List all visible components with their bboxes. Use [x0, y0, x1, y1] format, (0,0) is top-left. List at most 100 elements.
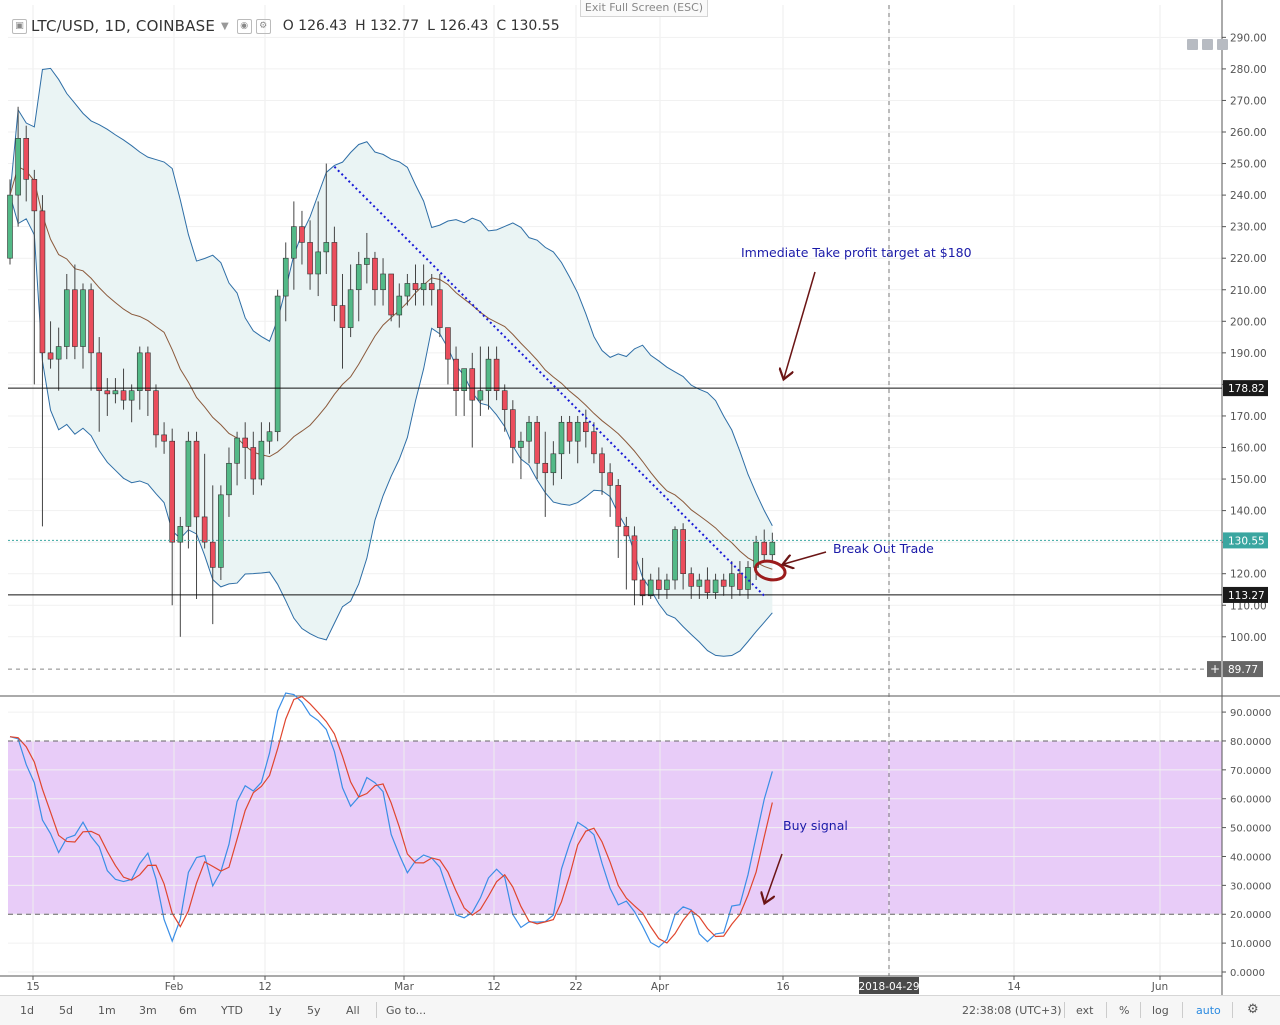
candle-body	[104, 390, 111, 395]
time-tick-label: Feb	[165, 981, 184, 993]
scale-button-icon[interactable]	[1217, 39, 1228, 50]
clock-readout[interactable]: 22:38:08 (UTC+3)	[962, 1004, 1062, 1017]
range-5y-button[interactable]: 5y	[307, 1004, 321, 1017]
candle-body	[15, 138, 21, 196]
add-level-button	[1207, 661, 1221, 678]
candle-body	[355, 264, 362, 291]
price-tick-label: 210.00	[1230, 285, 1267, 297]
chart-canvas[interactable]: Immediate Take profit target at $180 Brea…	[0, 0, 1280, 995]
scale-buttons	[1187, 35, 1232, 54]
candle-body	[39, 210, 46, 354]
candle-body	[347, 289, 354, 328]
range-3m-button[interactable]: 3m	[139, 1004, 157, 1017]
range-all-button[interactable]: All	[346, 1004, 360, 1017]
high-value: H 132.77	[355, 18, 420, 34]
stochastic-k-line	[9, 692, 773, 948]
close-value: C 130.55	[496, 18, 560, 34]
candle-body	[234, 437, 240, 464]
candle-body	[80, 289, 86, 347]
candle-body	[672, 529, 678, 581]
last-price-tag-label: 130.55	[1228, 535, 1265, 547]
range-ytd-button[interactable]: YTD	[221, 1004, 243, 1017]
candle-body	[291, 226, 297, 259]
breakout-circle	[753, 559, 787, 582]
price-tick-label: 140.00	[1230, 506, 1267, 518]
eye-icon[interactable]: ◉	[236, 18, 252, 34]
range-1y-button[interactable]: 1y	[268, 1004, 282, 1017]
oscillator-tick-label: 90.0000	[1230, 708, 1271, 719]
range-1m-button[interactable]: 1m	[98, 1004, 116, 1017]
candle-body	[501, 390, 508, 410]
candle-body	[128, 390, 135, 401]
ext-toggle[interactable]: ext	[1076, 1004, 1094, 1017]
candle-body	[639, 579, 646, 597]
candle-body	[372, 257, 378, 291]
candle-body	[145, 352, 151, 392]
plus-icon: +	[1210, 662, 1220, 676]
time-axis-labels: 15 Feb 12 Mar 12 22 Apr 16 2018-04-29 14 Jun	[26, 976, 1168, 994]
downtrend-line	[333, 165, 765, 597]
candle-body	[209, 541, 216, 568]
scale-button-icon[interactable]	[1202, 39, 1213, 50]
gear-icon[interactable]: ⚙	[255, 18, 271, 34]
oscillator-tick-label: 60.0000	[1230, 795, 1271, 806]
price-tick-label: 190.00	[1230, 348, 1267, 360]
candle-body	[218, 494, 224, 568]
candle-body	[250, 447, 257, 480]
price-tick-label: 290.00	[1230, 32, 1267, 44]
open-value: O 126.43	[282, 18, 348, 34]
candle-body	[258, 440, 265, 480]
candle-body	[88, 289, 94, 354]
candle-body	[583, 421, 589, 433]
percent-toggle[interactable]: %	[1119, 1004, 1130, 1017]
candle-body	[120, 390, 127, 401]
breakout-arrow	[784, 551, 827, 564]
price-tick-label: 260.00	[1230, 127, 1267, 139]
candle-body	[623, 526, 630, 537]
candle-body	[299, 226, 305, 243]
price-tick-label: 110.00	[1230, 600, 1267, 612]
price-tick-label: 280.00	[1230, 64, 1267, 76]
time-tick-label: 12	[258, 981, 271, 993]
support-tag-label: 113.27	[1228, 590, 1265, 602]
bottom-toolbar: 1d 5d 1m 3m 6m YTD 1y 5y All Go to... 22…	[0, 995, 1280, 1025]
gear-icon[interactable]: ⚙	[1247, 1002, 1259, 1017]
goto-button[interactable]: Go to...	[386, 1004, 427, 1017]
price-axis-labels: 290.00 280.00 270.00 260.00 250.00 240.00 230.…	[1222, 32, 1271, 979]
candle-body	[266, 431, 273, 442]
price-tick-label: 240.00	[1230, 190, 1267, 202]
candle-body	[615, 485, 622, 527]
auto-toggle[interactable]: auto	[1196, 1004, 1221, 1017]
range-5d-button[interactable]: 5d	[59, 1004, 73, 1017]
candle-body	[161, 434, 167, 442]
candle-body	[518, 440, 524, 448]
time-tick-label: Mar	[394, 981, 414, 993]
range-6m-button[interactable]: 6m	[179, 1004, 197, 1017]
date-marker-label: 2018-04-29	[858, 981, 919, 993]
take-profit-arrow	[784, 271, 816, 378]
candle-body	[412, 283, 419, 291]
candle-body	[428, 283, 435, 291]
candle-body	[728, 573, 735, 587]
symbol-label[interactable]: LTC/USD, 1D, COINBASE	[31, 17, 215, 35]
range-1d-button[interactable]: 1d	[20, 1004, 34, 1017]
chevron-down-icon[interactable]: ▼	[221, 20, 229, 32]
candle-body	[469, 368, 476, 401]
scale-button-icon[interactable]	[1187, 39, 1198, 50]
toolbar-divider	[1182, 1002, 1183, 1018]
candle-body	[437, 289, 443, 328]
candle-body	[242, 437, 248, 448]
candle-body	[404, 283, 411, 297]
candle-body	[193, 440, 200, 518]
candle-body	[680, 529, 686, 575]
time-tick-label: 12	[487, 981, 500, 993]
candle-body	[153, 390, 159, 436]
candle-body	[364, 257, 370, 265]
price-tick-label: 160.00	[1230, 443, 1267, 455]
exit-fullscreen-button[interactable]: Exit Full Screen (ESC)	[580, 0, 708, 17]
candle-body	[226, 462, 232, 496]
extra-level-tag	[1223, 661, 1263, 678]
log-toggle[interactable]: log	[1152, 1004, 1169, 1017]
take-profit-annotation: Immediate Take profit target at $180	[741, 245, 972, 260]
time-tick-label: 22	[569, 981, 582, 993]
